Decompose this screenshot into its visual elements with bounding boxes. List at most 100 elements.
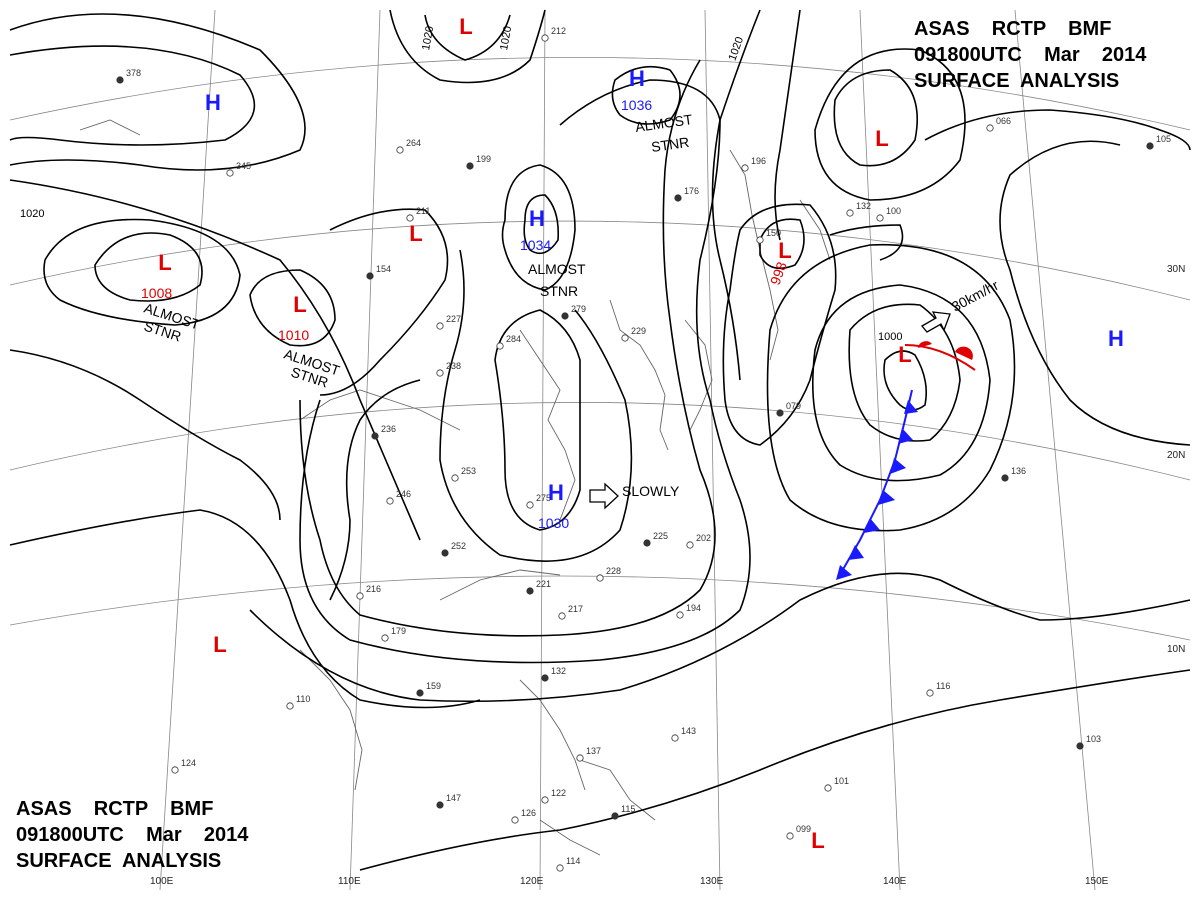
station-circle-icon: [541, 796, 549, 804]
station-circle-icon: [558, 612, 566, 620]
station-pressure-reading: 196: [751, 156, 766, 166]
station-pressure-reading: 132: [856, 201, 871, 211]
station-circle-icon: [756, 236, 764, 244]
station-pressure-reading: 252: [451, 541, 466, 551]
station-circle-icon: [541, 674, 549, 682]
station-circle-icon: [526, 587, 534, 595]
high-pressure-marker: H: [205, 90, 221, 115]
station-circle-icon: [1001, 474, 1009, 482]
station-circle-icon: [436, 801, 444, 809]
station-pressure-reading: 100: [886, 206, 901, 216]
isobar-label: 1000: [878, 331, 902, 343]
title-line: 091800UTC Mar 2014: [914, 44, 1147, 66]
station-circle-icon: [381, 634, 389, 642]
station-pressure-reading: 122: [551, 788, 566, 798]
station-circle-icon: [676, 611, 684, 619]
station-pressure-reading: 066: [996, 116, 1011, 126]
movement-arrow-icon: [921, 311, 951, 333]
station-circle-icon: [171, 766, 179, 774]
station-pressure-reading: 238: [446, 361, 461, 371]
map-title-top: ASAS RCTP BMF 091800UTC Mar 2014 SURFACE…: [914, 16, 1146, 94]
station-pressure-reading: 137: [586, 746, 601, 756]
station-pressure-reading: 079: [786, 401, 801, 411]
low-pressure-marker: L: [158, 250, 171, 275]
title-line: SURFACE ANALYSIS: [914, 70, 1120, 92]
station-pressure-reading: 227: [446, 314, 461, 324]
station-pressure-reading: 264: [406, 138, 421, 148]
lon-label: 150E: [1085, 876, 1109, 887]
station-circle-icon: [686, 541, 694, 549]
isobar-label: 1020: [498, 25, 514, 51]
low-pressure-marker: L: [778, 238, 791, 263]
station-circle-icon: [356, 592, 364, 600]
station-circle-icon: [741, 164, 749, 172]
station-pressure-reading: 179: [391, 626, 406, 636]
almost-stnr-label: STNR: [540, 283, 578, 299]
isobar-label: 1020: [20, 208, 44, 220]
station-pressure-reading: 126: [521, 808, 536, 818]
lat-label: 10N: [1167, 644, 1185, 655]
station-pressure-reading: 345: [236, 161, 251, 171]
station-circle-icon: [511, 816, 519, 824]
station-circle-icon: [451, 474, 459, 482]
station-circle-icon: [876, 214, 884, 222]
station-circle-icon: [226, 169, 234, 177]
station-circle-icon: [1076, 742, 1084, 750]
lat-label: 30N: [1167, 264, 1185, 275]
station-pressure-reading: 279: [571, 304, 586, 314]
station-pressure-reading: 229: [631, 326, 646, 336]
title-line: SURFACE ANALYSIS: [16, 850, 222, 872]
lon-label: 140E: [883, 876, 907, 887]
movement-label: SLOWLY: [622, 483, 680, 499]
station-pressure-reading: 246: [396, 489, 411, 499]
station-pressure-reading: 143: [681, 726, 696, 736]
low-pressure-marker: L: [213, 632, 226, 657]
lat-label: 20N: [1167, 450, 1185, 461]
title-line: 091800UTC Mar 2014: [16, 824, 249, 846]
station-circle-icon: [386, 497, 394, 505]
station-pressure-reading: 105: [1156, 134, 1171, 144]
station-pressure-reading: 221: [536, 579, 551, 589]
station-pressure-reading: 228: [606, 566, 621, 576]
central-pressure-value: 1034: [520, 237, 551, 253]
lon-label: 120E: [520, 876, 544, 887]
station-circle-icon: [556, 864, 564, 872]
low-pressure-marker: L: [875, 126, 888, 151]
station-circle-icon: [986, 124, 994, 132]
station-pressure-reading: 132: [551, 666, 566, 676]
station-circle-icon: [496, 342, 504, 350]
station-circle-icon: [776, 409, 784, 417]
station-circle-icon: [786, 832, 794, 840]
station-circle-icon: [561, 312, 569, 320]
station-circle-icon: [1146, 142, 1154, 150]
high-pressure-marker: H: [529, 206, 545, 231]
station-circle-icon: [596, 574, 604, 582]
station-pressure-reading: 199: [476, 154, 491, 164]
isobar-label: 1020: [420, 25, 436, 51]
station-markers: 378 345 264 199 212 211 154 227 238 236 253 246 252 2…: [116, 26, 1171, 872]
title-line: ASAS RCTP BMF: [914, 18, 1112, 40]
high-pressure-marker: H: [548, 480, 564, 505]
station-circle-icon: [846, 209, 854, 217]
station-circle-icon: [441, 549, 449, 557]
central-pressure-value: 1030: [538, 515, 569, 531]
low-pressure-marker: L: [293, 292, 306, 317]
station-pressure-reading: 284: [506, 334, 521, 344]
low-pressure-marker: L: [898, 342, 911, 367]
isobars: [9, 9, 1191, 871]
station-circle-icon: [466, 162, 474, 170]
warm-front: [904, 341, 976, 371]
station-pressure-reading: 275: [536, 493, 551, 503]
station-pressure-reading: 159: [426, 681, 441, 691]
station-circle-icon: [371, 432, 379, 440]
central-pressure-value: 1036: [621, 97, 652, 113]
station-pressure-reading: 101: [834, 776, 849, 786]
central-pressure-value: 998: [767, 259, 790, 287]
station-pressure-reading: 225: [653, 531, 668, 541]
station-circle-icon: [286, 702, 294, 710]
station-pressure-reading: 124: [181, 758, 196, 768]
almost-stnr-label: ALMOST: [634, 111, 694, 135]
almost-stnr-label: STNR: [650, 134, 690, 155]
